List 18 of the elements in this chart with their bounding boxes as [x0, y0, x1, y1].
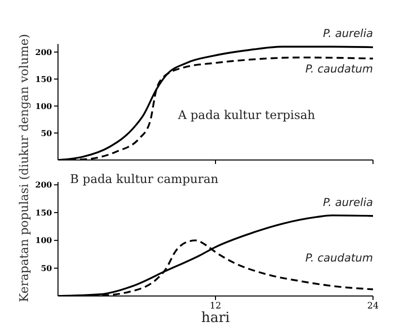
annotation: A pada kultur terpisah [178, 108, 316, 122]
x-tick-label: 24 [367, 301, 379, 312]
y-tick-label: 200 [35, 46, 52, 57]
series-label: P. caudatum [305, 62, 373, 76]
y-axis-title: Kerapatan populasi (diukur dengan volume) [17, 34, 31, 302]
y-tick-label: 150 [35, 207, 52, 218]
series-label: P. aurelia [323, 196, 374, 209]
y-tick-label: 100 [35, 235, 52, 246]
x-axis-title: hari [201, 310, 230, 326]
y-tick-label: 150 [35, 74, 52, 84]
y-tick-label: 100 [35, 100, 52, 111]
annotation: B pada kultur campuran [70, 172, 218, 186]
y-tick-label: 200 [35, 180, 52, 190]
y-tick-label: 50 [40, 263, 52, 274]
series-label: P. caudatum [305, 251, 373, 264]
y-tick-label: 50 [40, 128, 52, 138]
series-label: P. aurelia [323, 27, 374, 40]
x-tick-label: 12 [210, 301, 222, 312]
